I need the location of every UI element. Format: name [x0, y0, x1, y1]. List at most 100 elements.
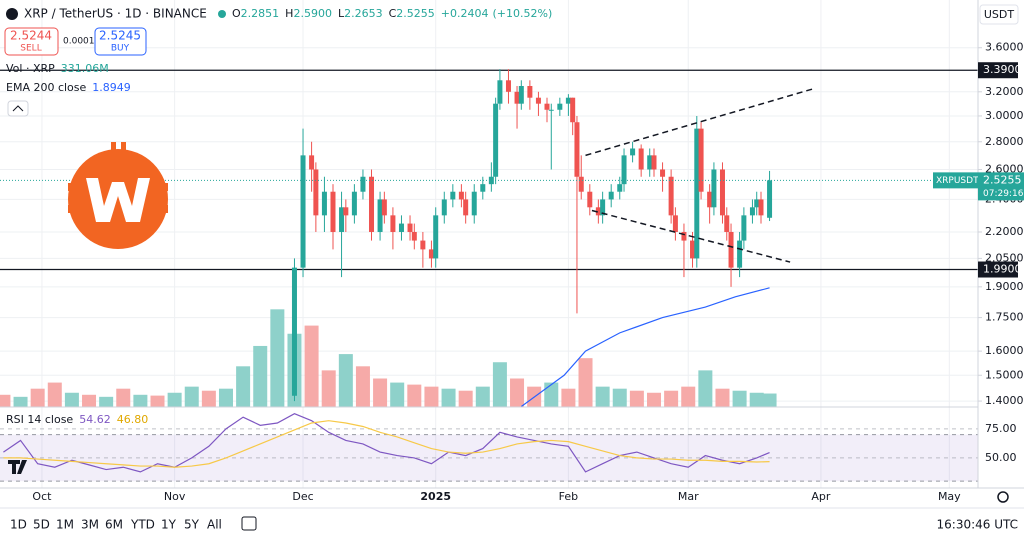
- candle-body: [377, 199, 383, 232]
- rsi-pane: [0, 413, 978, 482]
- rsi-ma-value: 46.80: [117, 413, 149, 426]
- candle-body: [514, 91, 520, 104]
- volume-bar: [82, 394, 97, 407]
- candle-body: [505, 80, 511, 92]
- timeframe-button[interactable]: 1D: [10, 518, 27, 532]
- date-range-button[interactable]: [241, 516, 257, 531]
- price-pane: [0, 69, 978, 407]
- candle-body: [758, 199, 764, 216]
- candle-body: [660, 169, 666, 177]
- volume-bar: [167, 392, 182, 407]
- rsi-tick-label: 50.00: [985, 451, 1017, 464]
- settings-button[interactable]: [997, 491, 1009, 503]
- volume-bar: [13, 396, 28, 407]
- candle-body: [548, 109, 554, 111]
- volume-bar: [270, 309, 285, 407]
- timeframe-button[interactable]: All: [207, 518, 222, 532]
- rsi-line: [3, 413, 770, 473]
- candle-body: [557, 103, 563, 110]
- ohlc-key: H: [285, 7, 293, 20]
- ema-name: EMA 200 close: [6, 81, 87, 94]
- buy-button[interactable]: [94, 27, 147, 56]
- volume-bar: [424, 386, 439, 407]
- candle-body: [698, 128, 704, 192]
- collapse-legend[interactable]: [7, 100, 29, 117]
- candle-body: [565, 97, 571, 104]
- volume-bar: [150, 395, 165, 407]
- level-tag: [978, 62, 1018, 79]
- volume-bar: [732, 390, 747, 407]
- candle-body: [719, 169, 725, 216]
- timeframe-button[interactable]: 6M: [105, 518, 123, 532]
- timeframe-button[interactable]: YTD: [130, 518, 155, 532]
- volume-bar: [355, 366, 370, 407]
- y-tick-label: 3.2000: [985, 85, 1024, 98]
- volume-bar: [475, 386, 490, 407]
- candle-body: [398, 223, 404, 232]
- volume-bar: [762, 393, 777, 407]
- volume-bar: [184, 386, 199, 407]
- y-tick-label: 1.7500: [985, 311, 1024, 324]
- sell-price[interactable]: 2.5244: [10, 29, 52, 43]
- candle-body: [608, 191, 614, 200]
- candle-body: [313, 169, 319, 216]
- candle-body: [381, 199, 387, 216]
- volume-bar: [612, 388, 627, 407]
- currency-button[interactable]: [979, 4, 1019, 25]
- timeframe-button[interactable]: 1Y: [161, 518, 177, 532]
- candle-body: [321, 191, 327, 216]
- candle-body: [330, 191, 336, 232]
- candle-body: [428, 249, 434, 259]
- volume-bar: [321, 370, 336, 407]
- ohlc-key: O: [232, 7, 241, 20]
- candle-body: [488, 176, 494, 185]
- volume-bar: [253, 345, 268, 407]
- buy-price[interactable]: 2.5245: [99, 29, 141, 43]
- volume-bar: [664, 390, 679, 407]
- candle-body: [749, 207, 755, 216]
- candle-body: [651, 155, 657, 170]
- market-status: [218, 10, 226, 18]
- candle-body: [600, 199, 606, 216]
- candle-body: [728, 231, 734, 268]
- volume-bar: [47, 382, 62, 407]
- volume-bar: [441, 388, 456, 407]
- candle-body: [570, 97, 576, 123]
- candle-body: [518, 86, 524, 104]
- candle-body: [441, 199, 447, 216]
- candle-body: [690, 240, 696, 259]
- level-tag-label: 3.3900: [983, 63, 1022, 76]
- ohlc-value: 2.5900: [293, 7, 332, 20]
- timeframe-button[interactable]: 5Y: [184, 518, 200, 532]
- buy-label[interactable]: BUY: [111, 44, 130, 54]
- y-tick-label: 1.5000: [985, 368, 1024, 381]
- volume-bar: [64, 392, 79, 407]
- coin-icon: [6, 8, 18, 20]
- candle-body: [694, 128, 700, 259]
- candle-body: [471, 191, 477, 216]
- sell-button[interactable]: [4, 27, 59, 56]
- volume-bar: [595, 386, 610, 407]
- candle-body: [390, 215, 396, 232]
- last-price-name-tag: [933, 172, 978, 189]
- candle-body: [450, 191, 456, 200]
- candle-body: [574, 122, 580, 177]
- currency[interactable]: USDT: [984, 8, 1015, 21]
- y-tick-label: 1.4000: [985, 394, 1024, 407]
- timeframe-button[interactable]: 3M: [81, 518, 99, 532]
- x-tick-label: Apr: [811, 490, 831, 503]
- ohlc-values: O2.2851 H2.5900 L2.2653 C2.5255 +0.2404 (+10.…: [232, 7, 552, 20]
- volume-bar: [629, 390, 644, 407]
- sell-label[interactable]: SELL: [20, 44, 41, 54]
- y-tick-label: 1.9000: [985, 280, 1024, 293]
- candle-body: [463, 199, 469, 216]
- candle-body: [351, 191, 357, 216]
- ohlc-value: 2.2851: [241, 7, 280, 20]
- volume-pane: [0, 309, 777, 407]
- x-tick-label: Oct: [32, 490, 52, 503]
- timeframe-button[interactable]: 1M: [56, 518, 74, 532]
- timeframe-button[interactable]: 5D: [33, 518, 50, 532]
- tradingview-logo: [8, 460, 27, 474]
- volume-bar: [492, 362, 507, 407]
